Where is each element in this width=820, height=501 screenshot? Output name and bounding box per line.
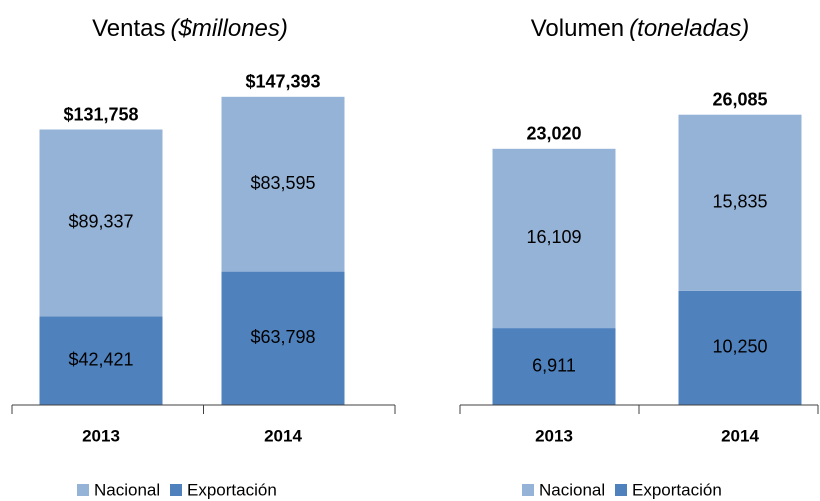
title-unit: (toneladas) — [629, 15, 749, 42]
value-label: $83,595 — [250, 173, 315, 193]
value-label: 10,250 — [712, 337, 767, 357]
value-label: $89,337 — [68, 212, 133, 232]
legend-label: Nacional — [539, 480, 605, 499]
legend-label: Exportación — [632, 480, 722, 499]
legend-swatch — [522, 484, 534, 496]
value-label: 6,911 — [532, 355, 576, 375]
legend-swatch — [615, 484, 627, 496]
value-label: $42,421 — [68, 349, 133, 369]
chart: Ventas ($millones) $42,421 $89,337 $131,758 2… — [11, 15, 396, 499]
x-tick-label: 2013 — [535, 426, 573, 445]
bar-segment — [678, 114, 802, 291]
bar-segment — [492, 148, 616, 329]
bar-segment — [492, 328, 616, 405]
x-tick-label: 2013 — [82, 426, 120, 445]
legend-swatch — [170, 484, 182, 496]
title-main: Ventas — [92, 15, 165, 42]
title-main: Volumen — [531, 15, 624, 42]
legend-label: Exportación — [187, 480, 277, 499]
bar-segment — [39, 129, 163, 317]
total-label: 26,085 — [712, 89, 767, 109]
legend-label: Nacional — [94, 480, 160, 499]
value-label: $63,798 — [250, 327, 315, 347]
chart: Volumen (toneladas) 6,911 16,109 23,020 2013 1… — [459, 15, 819, 499]
x-tick-label: 2014 — [721, 426, 759, 445]
bar-segment — [39, 316, 163, 405]
chart-title: Ventas ($millones) — [92, 15, 288, 42]
legend-swatch — [77, 484, 89, 496]
value-label: 15,835 — [712, 192, 767, 212]
bar-segment — [221, 271, 345, 405]
total-label: $131,758 — [63, 104, 138, 124]
total-label: 23,020 — [526, 124, 581, 144]
bar-segment — [221, 96, 345, 272]
x-tick-label: 2014 — [264, 426, 302, 445]
total-label: $147,393 — [245, 72, 320, 92]
chart-title: Volumen (toneladas) — [531, 15, 749, 42]
value-label: 16,109 — [526, 227, 581, 247]
title-unit: ($millones) — [171, 15, 288, 42]
bar-segment — [678, 290, 802, 405]
